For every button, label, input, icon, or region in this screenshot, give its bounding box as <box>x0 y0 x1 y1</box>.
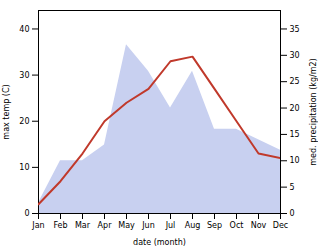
svg-text:Mar: Mar <box>75 221 91 230</box>
svg-text:max temp (C): max temp (C) <box>2 84 11 139</box>
svg-text:Nov: Nov <box>251 221 267 230</box>
svg-text:Feb: Feb <box>53 221 67 230</box>
svg-text:0: 0 <box>24 209 29 218</box>
svg-text:May: May <box>118 221 135 230</box>
svg-text:40: 40 <box>19 25 29 34</box>
svg-text:Aug: Aug <box>185 221 201 230</box>
svg-text:Oct: Oct <box>230 221 244 230</box>
svg-text:0: 0 <box>290 209 295 218</box>
svg-text:5: 5 <box>290 183 295 192</box>
svg-text:Jan: Jan <box>31 221 44 230</box>
svg-text:Jun: Jun <box>141 221 155 230</box>
svg-text:Apr: Apr <box>98 221 113 230</box>
svg-text:Sep: Sep <box>207 221 222 230</box>
svg-text:25: 25 <box>290 77 300 86</box>
svg-text:Dec: Dec <box>273 221 288 230</box>
svg-text:15: 15 <box>290 130 300 139</box>
svg-text:10: 10 <box>19 163 29 172</box>
svg-text:30: 30 <box>290 51 300 60</box>
svg-text:10: 10 <box>290 156 300 165</box>
svg-text:med. precipitation (kg/m2): med. precipitation (kg/m2) <box>309 58 318 165</box>
svg-text:date (month): date (month) <box>133 238 186 247</box>
svg-text:35: 35 <box>290 25 300 34</box>
svg-text:Jul: Jul <box>165 221 176 230</box>
svg-text:20: 20 <box>290 104 300 113</box>
svg-text:20: 20 <box>19 117 29 126</box>
svg-text:30: 30 <box>19 71 29 80</box>
